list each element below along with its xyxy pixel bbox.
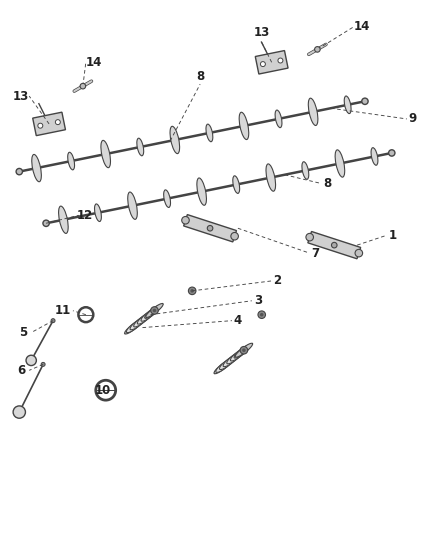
Ellipse shape xyxy=(137,138,144,156)
Text: 4: 4 xyxy=(234,314,242,327)
Ellipse shape xyxy=(101,140,110,168)
Polygon shape xyxy=(33,112,65,135)
Ellipse shape xyxy=(206,124,213,142)
Ellipse shape xyxy=(308,98,318,125)
Circle shape xyxy=(260,313,264,317)
Circle shape xyxy=(16,168,22,175)
Circle shape xyxy=(332,243,337,248)
Ellipse shape xyxy=(170,126,180,154)
Ellipse shape xyxy=(124,321,141,334)
Ellipse shape xyxy=(95,204,101,222)
Polygon shape xyxy=(184,215,237,242)
Text: 3: 3 xyxy=(254,294,262,308)
Ellipse shape xyxy=(214,361,230,374)
Ellipse shape xyxy=(68,152,74,170)
Text: 7: 7 xyxy=(311,247,319,260)
Text: 1: 1 xyxy=(389,229,397,241)
Ellipse shape xyxy=(371,148,378,165)
Ellipse shape xyxy=(344,96,351,114)
Ellipse shape xyxy=(197,178,206,205)
Circle shape xyxy=(182,216,189,224)
Circle shape xyxy=(41,362,45,366)
Text: 14: 14 xyxy=(85,56,102,69)
Ellipse shape xyxy=(59,206,68,233)
Text: 14: 14 xyxy=(354,20,370,33)
Ellipse shape xyxy=(234,345,250,358)
Ellipse shape xyxy=(128,192,137,220)
Circle shape xyxy=(13,406,25,418)
Circle shape xyxy=(231,232,238,240)
Ellipse shape xyxy=(216,359,232,373)
Ellipse shape xyxy=(275,110,282,127)
Ellipse shape xyxy=(32,155,41,182)
Ellipse shape xyxy=(227,351,243,364)
Text: 9: 9 xyxy=(409,112,417,125)
Ellipse shape xyxy=(219,357,236,369)
Circle shape xyxy=(240,346,247,354)
Circle shape xyxy=(80,83,86,89)
Circle shape xyxy=(153,309,156,312)
Ellipse shape xyxy=(134,314,150,327)
Circle shape xyxy=(55,119,60,125)
Circle shape xyxy=(242,349,246,352)
Text: 8: 8 xyxy=(323,177,332,190)
Ellipse shape xyxy=(302,161,309,179)
Text: 13: 13 xyxy=(254,26,270,39)
Ellipse shape xyxy=(145,305,161,318)
Circle shape xyxy=(306,233,314,241)
Circle shape xyxy=(26,355,36,366)
Circle shape xyxy=(207,225,213,231)
Ellipse shape xyxy=(130,317,146,330)
Ellipse shape xyxy=(239,112,249,140)
Text: 13: 13 xyxy=(13,90,29,102)
Ellipse shape xyxy=(127,320,142,333)
Ellipse shape xyxy=(164,190,170,207)
Circle shape xyxy=(191,289,194,293)
Ellipse shape xyxy=(235,343,253,357)
Circle shape xyxy=(151,306,158,314)
Ellipse shape xyxy=(138,311,153,324)
Circle shape xyxy=(258,311,265,319)
Circle shape xyxy=(51,319,55,322)
Text: 11: 11 xyxy=(55,304,71,317)
Ellipse shape xyxy=(335,150,345,177)
Circle shape xyxy=(314,46,320,52)
Circle shape xyxy=(278,58,283,63)
Text: 5: 5 xyxy=(19,326,27,339)
Polygon shape xyxy=(255,51,288,74)
Circle shape xyxy=(188,287,196,295)
Circle shape xyxy=(38,123,43,128)
Text: 8: 8 xyxy=(196,70,204,83)
Circle shape xyxy=(355,249,363,257)
Ellipse shape xyxy=(141,308,157,321)
Ellipse shape xyxy=(266,164,276,191)
Circle shape xyxy=(43,220,49,227)
Text: 10: 10 xyxy=(95,384,111,397)
Ellipse shape xyxy=(230,348,247,361)
Text: 12: 12 xyxy=(77,209,93,222)
Ellipse shape xyxy=(146,303,163,318)
Polygon shape xyxy=(308,231,360,259)
Circle shape xyxy=(261,62,265,67)
Ellipse shape xyxy=(223,354,239,367)
Text: 6: 6 xyxy=(17,364,25,377)
Circle shape xyxy=(362,98,368,104)
Text: 2: 2 xyxy=(274,274,282,287)
Ellipse shape xyxy=(233,176,240,193)
Circle shape xyxy=(389,150,395,156)
